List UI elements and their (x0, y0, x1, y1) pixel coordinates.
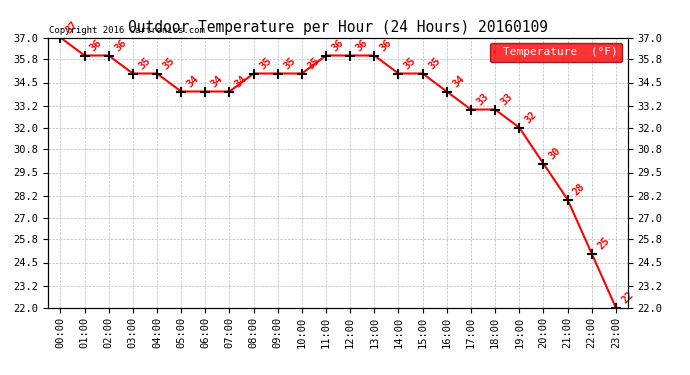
Text: 35: 35 (257, 56, 273, 71)
Text: 36: 36 (330, 38, 346, 53)
Legend: Temperature  (°F): Temperature (°F) (490, 43, 622, 62)
Title: Outdoor Temperature per Hour (24 Hours) 20160109: Outdoor Temperature per Hour (24 Hours) … (128, 20, 548, 35)
Text: 22: 22 (620, 290, 635, 305)
Text: 33: 33 (499, 92, 515, 107)
Text: 34: 34 (185, 74, 201, 89)
Text: 35: 35 (402, 56, 418, 71)
Text: 36: 36 (88, 38, 104, 53)
Text: 36: 36 (354, 38, 370, 53)
Text: 34: 34 (233, 74, 249, 89)
Text: 34: 34 (209, 74, 225, 89)
Text: 30: 30 (547, 146, 563, 161)
Text: 25: 25 (595, 236, 611, 251)
Text: 35: 35 (137, 56, 152, 71)
Text: 28: 28 (571, 182, 587, 197)
Text: 36: 36 (112, 38, 128, 53)
Text: 35: 35 (426, 56, 442, 71)
Text: 32: 32 (523, 110, 539, 125)
Text: 35: 35 (282, 56, 297, 71)
Text: 33: 33 (475, 92, 491, 107)
Text: 36: 36 (378, 38, 394, 53)
Text: 37: 37 (64, 20, 80, 35)
Text: 35: 35 (161, 56, 177, 71)
Text: 35: 35 (306, 56, 322, 71)
Text: 34: 34 (451, 74, 466, 89)
Text: Copyright 2016 Cartronics.com: Copyright 2016 Cartronics.com (49, 26, 205, 35)
